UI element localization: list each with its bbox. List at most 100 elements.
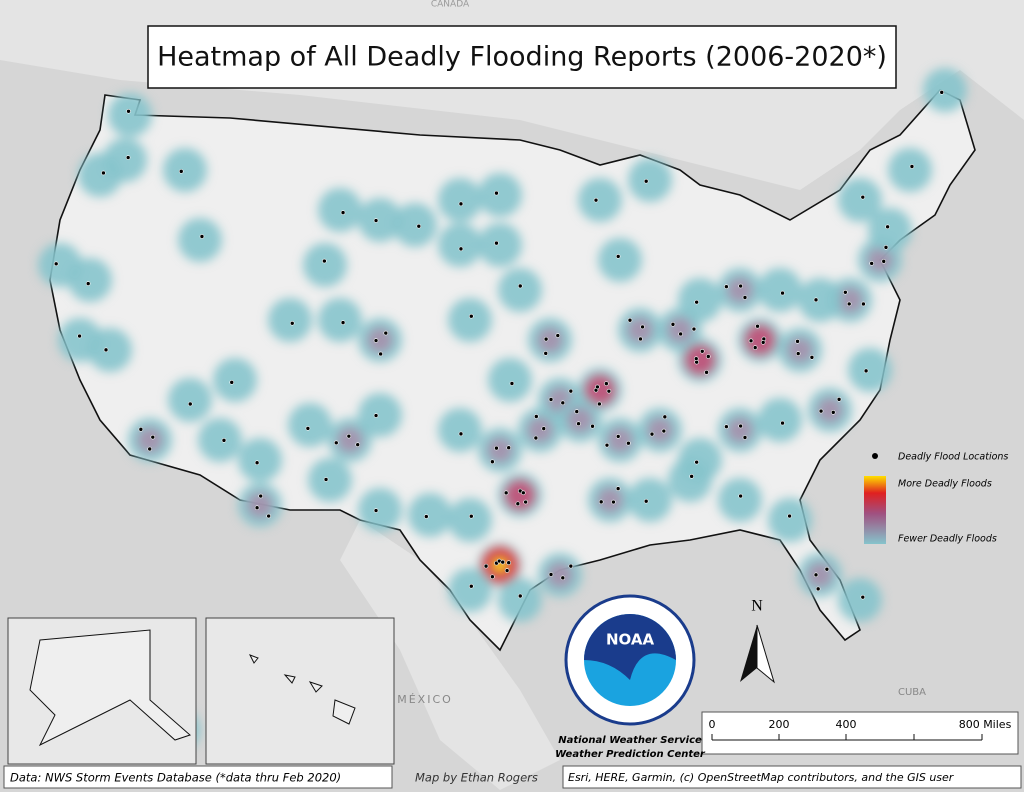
location-dot [378,351,383,357]
heat-core [817,397,843,423]
legend-label: Fewer Deadly Floods [898,534,997,545]
author-text: Map by Ethan Rogers [415,771,538,785]
heat-core [584,374,616,406]
heat-spot [358,393,402,437]
location-dot [643,498,649,504]
location-dot [373,338,379,343]
location-dot [760,340,766,345]
location-dot [752,345,758,350]
legend-label: More Deadly Floods [898,479,992,490]
location-dot [689,474,694,479]
location-dot [101,170,106,176]
location-dot [863,368,869,374]
credits-text: Esri, HERE, Garmin, (c) OpenStreetMap co… [568,771,955,784]
heat-spot [488,358,532,402]
heat-spot [768,498,812,542]
location-dot [738,283,743,289]
location-dot [383,330,389,336]
heat-spot [268,298,312,342]
agency-line: National Weather Service [558,735,702,746]
location-dot [506,445,512,451]
source-text: Data: NWS Storm Events Database (*data t… [10,771,341,785]
location-dot [541,426,547,431]
heat-spot [498,268,542,312]
location-dot [678,331,683,337]
heat-spot [438,408,482,452]
location-dot [458,431,464,437]
heat-spot [168,378,212,422]
heat-spot [358,488,402,532]
heat-spot [438,178,482,222]
location-dot [881,259,887,264]
location-dot [523,499,528,505]
heat-spot [578,178,622,222]
location-dot [147,446,153,452]
place-label: CANADA [431,0,470,10]
scale-box [701,711,1019,755]
heat-spot [318,188,362,232]
location-dot [416,223,422,229]
location-dot [340,320,346,325]
heat-spot [408,493,452,537]
heat-spot [718,478,762,522]
location-dot [458,246,464,252]
heat-spot [923,68,967,112]
logo-text: NOAA [606,631,655,649]
location-dot [860,194,866,200]
location-dot [576,421,581,427]
heat-spot [163,148,207,192]
scale-label: 400 [836,718,857,731]
location-dot [199,234,205,239]
location-dot [606,388,612,394]
location-dot [691,326,697,332]
alaska-outline [29,629,191,747]
location-dot [662,414,668,420]
location-dot [254,460,260,466]
location-dot [483,563,489,569]
location-dot [818,408,824,414]
location-dot [333,440,339,446]
location-dot [836,397,842,402]
location-dot [597,401,602,407]
heat-spot [393,203,437,247]
location-dot [595,384,600,390]
heat-spot [308,458,352,502]
location-dot [568,388,574,394]
location-dot [490,574,495,580]
location-dot [813,572,819,578]
location-dot [748,338,754,344]
location-dot [494,240,499,246]
location-dot [643,178,649,184]
location-dot [494,445,499,451]
heat-spot [498,578,542,622]
location-dot [724,284,729,289]
heat-core [537,327,563,353]
location-dot [638,336,643,342]
location-dot [533,435,539,441]
heat-core [337,427,363,453]
heat-spot [178,218,222,262]
heat-core [867,247,893,273]
heat-core [727,417,753,443]
heat-spot [358,198,402,242]
location-dot [694,459,699,465]
north-arrow [756,624,775,684]
scale-label: 0 [709,718,716,731]
location-dot [458,201,464,207]
location-dot [469,513,474,519]
location-dot [598,499,604,505]
heat-spot [868,208,912,252]
legend-dot [872,453,878,459]
location-dot [590,423,595,429]
location-dot [509,381,515,386]
location-dot [469,313,474,319]
heat-core [627,317,653,343]
location-dot [289,321,295,326]
map-title: Heatmap of All Deadly Flooding Reports (… [157,42,887,73]
location-dot [755,323,760,329]
location-dot [560,575,566,581]
scale-bar [711,734,983,741]
location-dot [254,505,260,511]
